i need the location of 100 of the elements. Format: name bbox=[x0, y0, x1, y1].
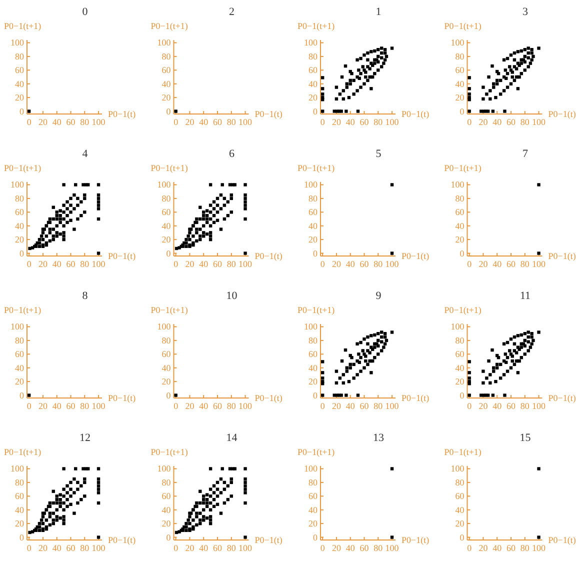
x-tick-label: 20 bbox=[38, 543, 48, 553]
y-tick-label: 100 bbox=[157, 38, 172, 48]
y-tick-label: 20 bbox=[455, 376, 465, 387]
y-tick-label: 20 bbox=[455, 234, 465, 245]
x-tick-label: 80 bbox=[374, 543, 384, 553]
y-axis-title: P0−1(t+1) bbox=[4, 163, 42, 173]
x-tick-label: 0 bbox=[26, 259, 32, 269]
y-tick-label: 0 bbox=[20, 532, 24, 542]
y-tick-label: 100 bbox=[157, 322, 172, 332]
y-tick-label: 0 bbox=[20, 390, 24, 400]
x-tick-label: 0 bbox=[174, 259, 179, 269]
y-axis-title: P0−1(t+1) bbox=[298, 21, 335, 31]
y-tick-label: 20 bbox=[455, 92, 465, 103]
x-tick-label: 40 bbox=[346, 259, 356, 269]
x-tick-label: 80 bbox=[374, 401, 384, 411]
x-tick-label: 100 bbox=[532, 401, 546, 411]
x-axis-title: P0−1(t) bbox=[548, 535, 576, 545]
y-tick-label: 40 bbox=[308, 362, 318, 373]
x-tick-label: 100 bbox=[92, 117, 106, 127]
x-tick-label: 20 bbox=[478, 259, 488, 269]
y-tick-label: 0 bbox=[460, 390, 465, 400]
y-tick-label: 80 bbox=[308, 477, 318, 488]
x-tick-label: 60 bbox=[506, 117, 516, 127]
y-tick-label: 20 bbox=[308, 376, 318, 387]
y-tick-label: 100 bbox=[450, 464, 465, 474]
x-tick-label: 60 bbox=[506, 259, 516, 269]
y-tick-label: 80 bbox=[15, 477, 24, 488]
y-axis-title: P0−1(t+1) bbox=[4, 447, 42, 457]
x-tick-label: 60 bbox=[506, 543, 516, 553]
x-tick-label: 80 bbox=[80, 543, 90, 553]
y-tick-label: 80 bbox=[455, 193, 465, 204]
x-tick-label: 100 bbox=[238, 117, 253, 127]
x-tick-label: 40 bbox=[199, 117, 209, 127]
x-tick-label: 60 bbox=[66, 401, 76, 411]
y-tick-label: 100 bbox=[10, 38, 24, 48]
x-tick-label: 40 bbox=[346, 117, 356, 127]
y-tick-label: 80 bbox=[15, 335, 24, 346]
y-tick-label: 40 bbox=[308, 220, 318, 231]
y-tick-label: 80 bbox=[455, 51, 465, 62]
y-tick-label: 100 bbox=[304, 322, 318, 332]
x-tick-label: 80 bbox=[226, 401, 236, 411]
x-tick-label: 0 bbox=[26, 117, 32, 127]
y-tick-label: 100 bbox=[10, 464, 24, 474]
x-tick-label: 40 bbox=[492, 543, 502, 553]
y-axis-title: P0−1(t+1) bbox=[444, 21, 482, 31]
x-tick-label: 100 bbox=[238, 543, 253, 553]
x-axis-title: P0−1(t) bbox=[548, 251, 576, 261]
y-tick-label: 0 bbox=[313, 532, 318, 542]
y-axis-title: P0−1(t+1) bbox=[4, 305, 42, 315]
x-axis-title: P0−1(t) bbox=[108, 251, 136, 261]
y-tick-label: 100 bbox=[304, 464, 318, 474]
x-tick-label: 20 bbox=[332, 259, 342, 269]
y-tick-label: 20 bbox=[455, 518, 465, 529]
x-tick-label: 80 bbox=[374, 259, 384, 269]
x-tick-label: 40 bbox=[52, 401, 62, 411]
x-tick-label: 20 bbox=[38, 259, 48, 269]
y-tick-label: 80 bbox=[308, 51, 318, 62]
y-tick-label: 0 bbox=[313, 390, 318, 400]
y-axis-title: P0−1(t+1) bbox=[444, 447, 482, 457]
chart-title: 13 bbox=[373, 432, 384, 444]
y-tick-label: 80 bbox=[162, 477, 172, 488]
x-tick-label: 20 bbox=[38, 401, 48, 411]
x-tick-label: 20 bbox=[185, 401, 195, 411]
x-tick-label: 20 bbox=[478, 543, 488, 553]
x-axis-title: P0−1(t) bbox=[548, 393, 576, 403]
y-tick-label: 60 bbox=[455, 65, 465, 76]
y-tick-label: 40 bbox=[15, 220, 24, 231]
y-tick-label: 0 bbox=[313, 106, 318, 116]
y-tick-label: 60 bbox=[308, 65, 318, 76]
x-tick-label: 60 bbox=[66, 259, 76, 269]
x-tick-label: 40 bbox=[52, 259, 62, 269]
x-tick-label: 20 bbox=[185, 117, 195, 127]
x-tick-label: 60 bbox=[360, 543, 370, 553]
y-tick-label: 20 bbox=[308, 92, 318, 103]
chart-title: 7 bbox=[522, 148, 528, 160]
y-axis-title: P0−1(t+1) bbox=[298, 305, 335, 315]
x-tick-label: 40 bbox=[52, 117, 62, 127]
x-tick-label: 60 bbox=[360, 117, 370, 127]
y-tick-label: 80 bbox=[15, 193, 24, 204]
chart-title: 11 bbox=[520, 290, 531, 302]
y-tick-label: 60 bbox=[308, 491, 318, 502]
x-tick-label: 20 bbox=[185, 259, 195, 269]
x-tick-label: 0 bbox=[320, 117, 326, 127]
x-tick-label: 80 bbox=[520, 401, 530, 411]
chart-title: 4 bbox=[82, 148, 88, 160]
x-axis-title: P0−1(t) bbox=[108, 535, 136, 545]
x-tick-label: 80 bbox=[520, 117, 530, 127]
x-axis-title: P0−1(t) bbox=[254, 109, 282, 119]
x-axis-title: P0−1(t) bbox=[402, 393, 430, 403]
y-tick-label: 40 bbox=[15, 78, 24, 89]
y-tick-label: 100 bbox=[450, 38, 465, 48]
x-tick-label: 0 bbox=[174, 117, 179, 127]
x-tick-label: 0 bbox=[174, 543, 179, 553]
x-tick-label: 100 bbox=[92, 259, 106, 269]
x-tick-label: 40 bbox=[199, 259, 209, 269]
y-tick-label: 40 bbox=[162, 362, 172, 373]
x-tick-label: 60 bbox=[213, 401, 222, 411]
x-tick-label: 80 bbox=[520, 259, 530, 269]
y-tick-label: 100 bbox=[157, 180, 172, 190]
chart-title: 15 bbox=[520, 432, 532, 444]
